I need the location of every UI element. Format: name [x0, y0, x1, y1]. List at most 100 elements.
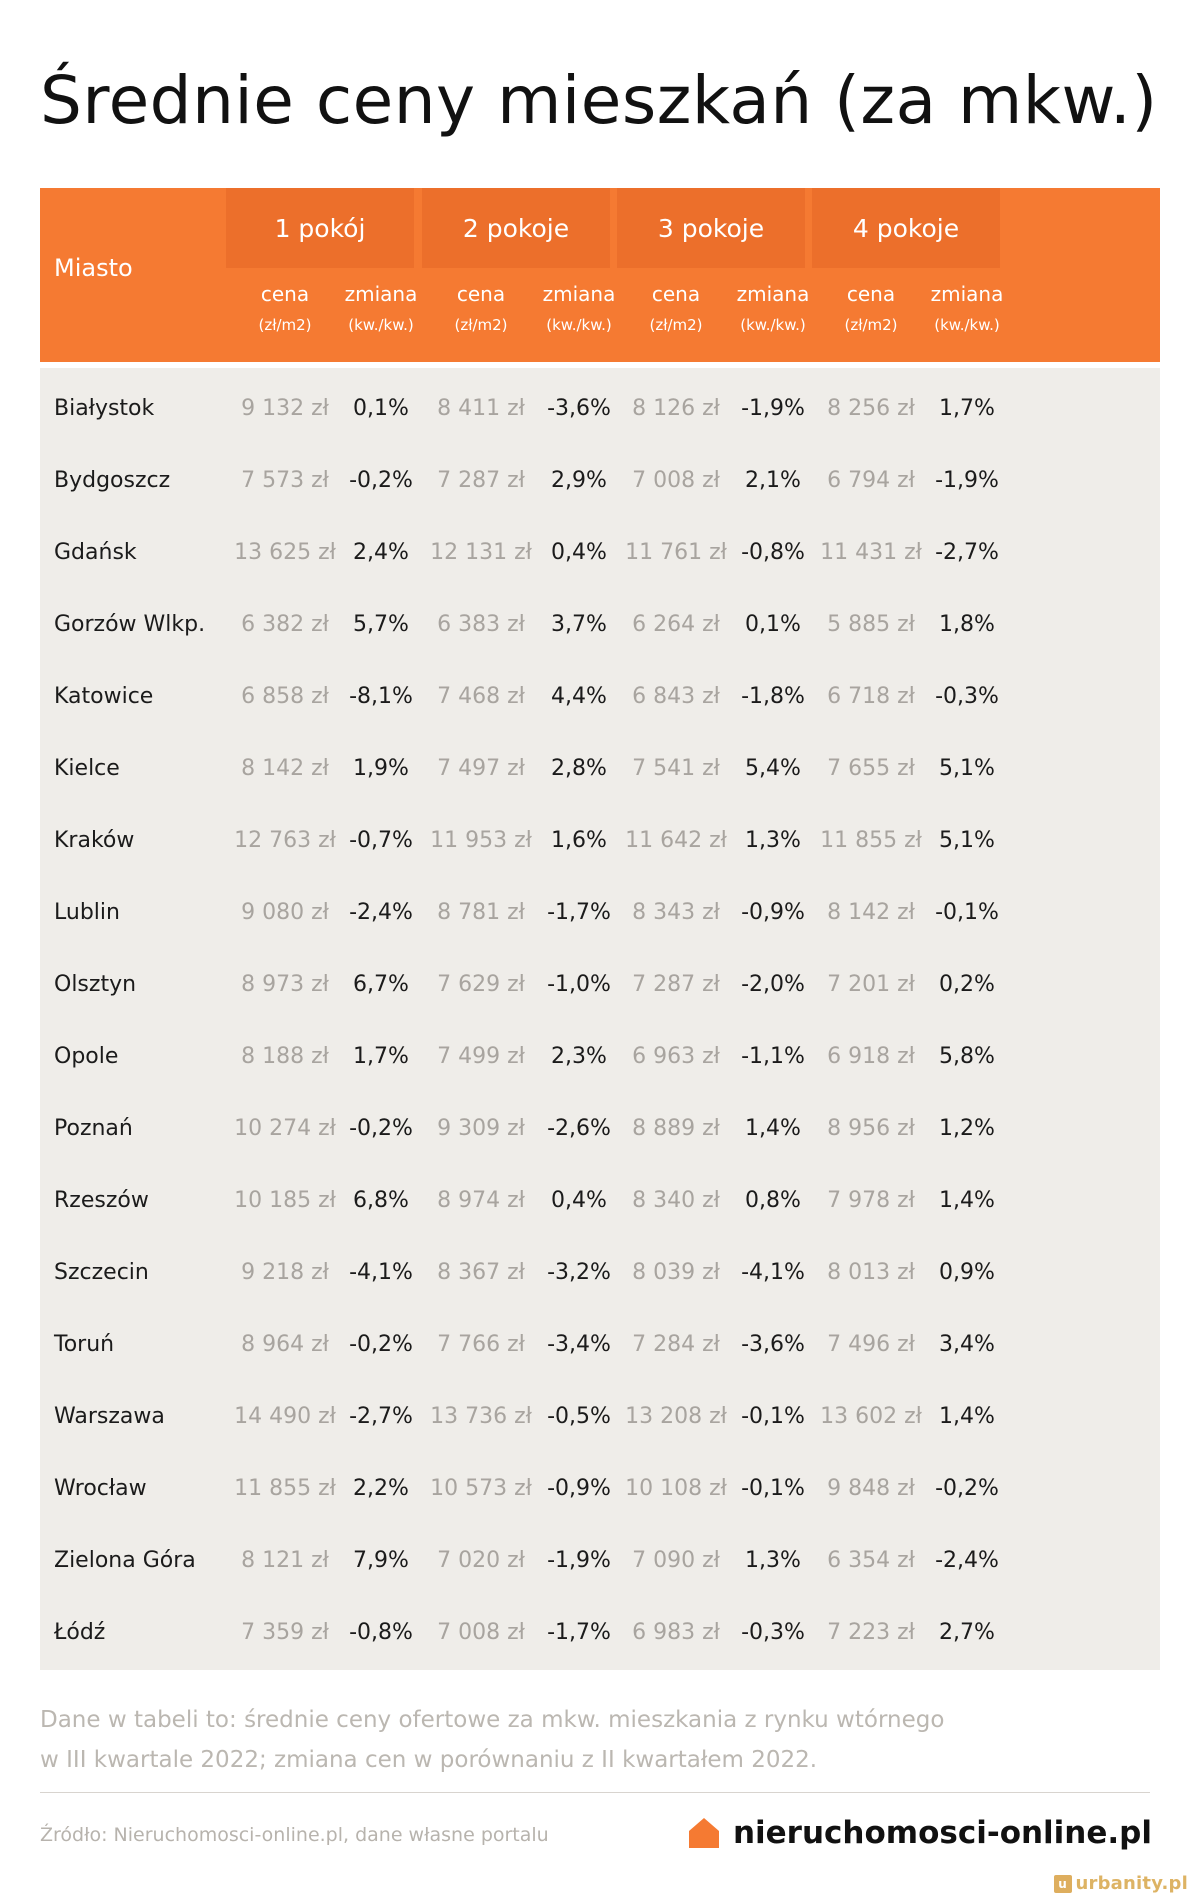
price-value: 9 309 zł: [437, 1115, 525, 1141]
city-name: Wrocław: [54, 1475, 147, 1501]
change-value: -0,5%: [547, 1403, 611, 1429]
price-label: cena: [260, 282, 310, 306]
price-value: 8 974 zł: [437, 1187, 525, 1213]
change-value: 7,9%: [353, 1547, 409, 1573]
change-value: 2,8%: [551, 755, 607, 781]
price-value: 13 602 zł: [820, 1403, 922, 1429]
change-value: 3,7%: [551, 611, 607, 637]
group-header-1: 1 pokój: [226, 188, 414, 268]
group-header-4: 4 pokoje: [812, 188, 1000, 268]
price-value: 9 080 zł: [241, 899, 329, 925]
price-value: 11 855 zł: [820, 827, 922, 853]
brand-logo: nieruchomosci-online.pl: [687, 1815, 1152, 1851]
table-row: Katowice 6 858 zł -8,1% 7 468 zł 4,4% 6 843 z…: [40, 660, 1160, 732]
city-name: Kielce: [54, 755, 120, 781]
price-value: 8 781 zł: [437, 899, 525, 925]
table-row: Bydgoszcz 7 573 zł -0,2% 7 287 zł 2,9% 7 008 …: [40, 444, 1160, 516]
price-value: 8 013 zł: [827, 1259, 915, 1285]
change-value: -8,1%: [349, 683, 413, 709]
change-unit: (kw./kw.): [934, 316, 1000, 334]
note-line-2: w III kwartale 2022; zmiana cen w porówn…: [40, 1747, 818, 1773]
change-value: 1,4%: [939, 1403, 995, 1429]
change-value: 1,6%: [551, 827, 607, 853]
change-value: -2,4%: [935, 1547, 999, 1573]
price-value: 6 794 zł: [827, 467, 915, 493]
change-value: -0,8%: [349, 1619, 413, 1645]
table-row: Łódź 7 359 zł -0,8% 7 008 zł -1,7% 6 983 zł -0…: [40, 1596, 1160, 1668]
price-value: 12 763 zł: [234, 827, 336, 853]
change-value: -0,9%: [547, 1475, 611, 1501]
table-row: Warszawa 14 490 zł -2,7% 13 736 zł -0,5% 13 2…: [40, 1380, 1160, 1452]
table-body: Białystok 9 132 zł 0,1% 8 411 zł -3,6% 8 126 …: [40, 368, 1160, 1670]
change-value: -2,0%: [741, 971, 805, 997]
change-value: -0,9%: [741, 899, 805, 925]
price-value: 6 843 zł: [632, 683, 720, 709]
change-unit: (kw./kw.): [348, 316, 414, 334]
price-value: 12 131 zł: [430, 539, 532, 565]
change-label: zmiana: [930, 282, 1004, 306]
price-subheader-1: cena (zł/m2): [226, 280, 344, 338]
price-value: 10 274 zł: [234, 1115, 336, 1141]
change-subheader-4: zmiana (kw./kw.): [908, 280, 1026, 338]
change-value: -1,1%: [741, 1043, 805, 1069]
city-name: Opole: [54, 1043, 119, 1069]
change-label: zmiana: [344, 282, 418, 306]
price-value: 7 359 zł: [241, 1619, 329, 1645]
change-value: 5,1%: [939, 827, 995, 853]
price-value: 8 142 zł: [827, 899, 915, 925]
change-value: 0,8%: [745, 1187, 801, 1213]
price-value: 7 020 zł: [437, 1547, 525, 1573]
change-value: 6,7%: [353, 971, 409, 997]
change-value: -4,1%: [349, 1259, 413, 1285]
price-value: 7 978 zł: [827, 1187, 915, 1213]
price-value: 8 121 zł: [241, 1547, 329, 1573]
price-value: 7 496 zł: [827, 1331, 915, 1357]
price-value: 13 208 zł: [625, 1403, 727, 1429]
price-value: 6 383 zł: [437, 611, 525, 637]
table-note: Dane w tabeli to: średnie ceny ofertowe …: [40, 1700, 1140, 1780]
change-value: -1,7%: [547, 1619, 611, 1645]
group-header-3: 3 pokoje: [617, 188, 805, 268]
city-name: Rzeszów: [54, 1187, 149, 1213]
price-value: 6 354 zł: [827, 1547, 915, 1573]
table-row: Poznań 10 274 zł -0,2% 9 309 zł -2,6% 8 889 z…: [40, 1092, 1160, 1164]
table-row: Gorzów Wlkp. 6 382 zł 5,7% 6 383 zł 3,7% 6 26…: [40, 588, 1160, 660]
table-row: Zielona Góra 8 121 zł 7,9% 7 020 zł -1,9% 7 0…: [40, 1524, 1160, 1596]
city-name: Poznań: [54, 1115, 133, 1141]
change-value: 2,2%: [353, 1475, 409, 1501]
change-value: -1,0%: [547, 971, 611, 997]
price-value: 8 188 zł: [241, 1043, 329, 1069]
change-value: 0,1%: [745, 611, 801, 637]
price-label: cena: [846, 282, 896, 306]
change-value: 1,3%: [745, 1547, 801, 1573]
price-label: cena: [651, 282, 701, 306]
change-value: -0,1%: [741, 1475, 805, 1501]
change-value: 2,1%: [745, 467, 801, 493]
price-value: 11 855 zł: [234, 1475, 336, 1501]
change-value: 1,2%: [939, 1115, 995, 1141]
change-value: 5,4%: [745, 755, 801, 781]
city-name: Lublin: [54, 899, 120, 925]
change-value: -1,8%: [741, 683, 805, 709]
table-row: Gdańsk 13 625 zł 2,4% 12 131 zł 0,4% 11 761 z…: [40, 516, 1160, 588]
price-value: 7 287 zł: [437, 467, 525, 493]
change-value: 2,4%: [353, 539, 409, 565]
urbanity-icon: u: [1053, 1874, 1072, 1893]
price-value: 8 367 zł: [437, 1259, 525, 1285]
price-value: 6 983 zł: [632, 1619, 720, 1645]
price-value: 11 761 zł: [625, 539, 727, 565]
price-value: 8 039 zł: [632, 1259, 720, 1285]
price-value: 7 201 zł: [827, 971, 915, 997]
group-header-2: 2 pokoje: [422, 188, 610, 268]
city-name: Bydgoszcz: [54, 467, 171, 493]
change-subheader-3: zmiana (kw./kw.): [714, 280, 832, 338]
price-value: 11 642 zł: [625, 827, 727, 853]
change-value: -2,7%: [349, 1403, 413, 1429]
table-row: Lublin 9 080 zł -2,4% 8 781 zł -1,7% 8 343 zł…: [40, 876, 1160, 948]
city-name: Toruń: [54, 1331, 115, 1357]
price-value: 8 889 zł: [632, 1115, 720, 1141]
table-row: Wrocław 11 855 zł 2,2% 10 573 zł -0,9% 10 108…: [40, 1452, 1160, 1524]
city-name: Szczecin: [54, 1259, 149, 1285]
price-value: 8 973 zł: [241, 971, 329, 997]
price-value: 6 963 zł: [632, 1043, 720, 1069]
